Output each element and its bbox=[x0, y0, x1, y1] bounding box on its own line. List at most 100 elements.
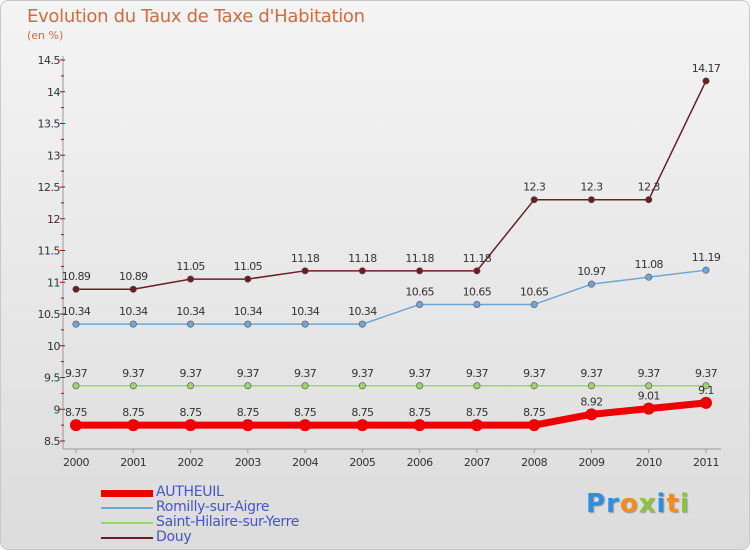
data-label-romilly-sur-aigre: 11.08 bbox=[634, 258, 663, 271]
data-point-douy bbox=[645, 196, 653, 204]
proxiti-logo: Proxiti bbox=[586, 489, 690, 519]
x-tick-label: 2009 bbox=[578, 456, 604, 469]
x-tick-label: 2003 bbox=[235, 456, 261, 469]
data-point-douy bbox=[702, 77, 710, 85]
x-tick-label: 2002 bbox=[178, 456, 204, 469]
data-label-romilly-sur-aigre: 10.65 bbox=[463, 285, 492, 298]
data-point-saint-hilaire-sur-yerre bbox=[416, 382, 424, 390]
y-tick-label: 11 bbox=[47, 276, 60, 289]
data-point-romilly-sur-aigre bbox=[645, 273, 653, 281]
data-label-douy: 14.17 bbox=[692, 62, 721, 75]
data-point-douy bbox=[473, 267, 481, 275]
legend-swatch-douy bbox=[101, 537, 153, 539]
data-label-saint-hilaire-sur-yerre: 9.37 bbox=[523, 367, 546, 380]
logo-letter: i bbox=[656, 489, 667, 519]
data-label-autheuil: 8.75 bbox=[65, 406, 88, 419]
x-tick-label: 2004 bbox=[292, 456, 318, 469]
data-label-autheuil: 8.75 bbox=[237, 406, 260, 419]
legend-swatch-autheuil bbox=[101, 490, 153, 497]
data-point-saint-hilaire-sur-yerre bbox=[72, 382, 80, 390]
data-label-douy: 11.18 bbox=[463, 252, 492, 265]
data-point-romilly-sur-aigre bbox=[587, 280, 595, 288]
data-label-douy: 11.05 bbox=[176, 260, 205, 273]
data-point-saint-hilaire-sur-yerre bbox=[530, 382, 538, 390]
data-point-douy bbox=[129, 285, 137, 293]
data-point-douy bbox=[530, 196, 538, 204]
data-label-romilly-sur-aigre: 10.65 bbox=[520, 285, 549, 298]
data-point-saint-hilaire-sur-yerre bbox=[587, 382, 595, 390]
data-label-saint-hilaire-sur-yerre: 9.37 bbox=[179, 367, 202, 380]
chart-title: Evolution du Taux de Taxe d'Habitation bbox=[27, 6, 365, 27]
data-label-douy: 10.89 bbox=[119, 270, 148, 283]
y-tick-label: 11.5 bbox=[38, 245, 61, 258]
data-label-autheuil: 9.01 bbox=[638, 390, 660, 403]
data-label-douy: 11.18 bbox=[348, 252, 377, 265]
data-label-saint-hilaire-sur-yerre: 9.37 bbox=[695, 367, 718, 380]
logo-letter: r bbox=[606, 489, 620, 519]
y-tick-label: 14.5 bbox=[38, 54, 61, 67]
legend-label-romilly-sur-aigre: Romilly-sur-Aigre bbox=[156, 499, 270, 515]
data-point-romilly-sur-aigre bbox=[301, 320, 309, 328]
data-label-saint-hilaire-sur-yerre: 9.37 bbox=[65, 367, 88, 380]
x-tick-label: 2011 bbox=[693, 456, 719, 469]
data-point-autheuil bbox=[299, 419, 312, 432]
y-tick-label: 10 bbox=[47, 340, 60, 353]
x-tick-label: 2010 bbox=[636, 456, 662, 469]
data-label-autheuil: 9.1 bbox=[698, 384, 714, 397]
logo-letter: o bbox=[619, 489, 639, 519]
data-label-autheuil: 8.75 bbox=[179, 406, 202, 419]
legend-label-saint-hilaire-sur-yerre: Saint-Hilaire-sur-Yerre bbox=[156, 514, 300, 530]
y-tick-label: 13.5 bbox=[38, 118, 61, 131]
data-point-saint-hilaire-sur-yerre bbox=[358, 382, 366, 390]
data-label-autheuil: 8.75 bbox=[409, 406, 432, 419]
data-label-douy: 12.3 bbox=[580, 181, 603, 194]
data-point-douy bbox=[244, 275, 252, 283]
data-label-romilly-sur-aigre: 11.19 bbox=[692, 251, 721, 264]
data-label-saint-hilaire-sur-yerre: 9.37 bbox=[237, 367, 260, 380]
data-point-saint-hilaire-sur-yerre bbox=[473, 382, 481, 390]
data-label-saint-hilaire-sur-yerre: 9.37 bbox=[580, 367, 603, 380]
y-tick-label: 8.5 bbox=[44, 435, 60, 448]
data-point-autheuil bbox=[356, 419, 369, 432]
data-point-romilly-sur-aigre bbox=[473, 300, 481, 308]
data-point-saint-hilaire-sur-yerre bbox=[645, 382, 653, 390]
data-point-douy bbox=[187, 275, 195, 283]
data-point-romilly-sur-aigre bbox=[702, 266, 710, 274]
data-point-romilly-sur-aigre bbox=[416, 300, 424, 308]
legend-label-autheuil: AUTHEUIL bbox=[156, 484, 224, 500]
series-line-romilly-sur-aigre bbox=[75, 269, 707, 325]
data-point-romilly-sur-aigre bbox=[129, 320, 137, 328]
data-point-autheuil bbox=[470, 419, 483, 432]
data-point-autheuil bbox=[241, 419, 254, 432]
data-label-douy: 12.3 bbox=[523, 181, 546, 194]
data-label-romilly-sur-aigre: 10.34 bbox=[119, 305, 148, 318]
data-label-saint-hilaire-sur-yerre: 9.37 bbox=[351, 367, 374, 380]
data-point-saint-hilaire-sur-yerre bbox=[702, 382, 710, 390]
logo-letter: x bbox=[638, 489, 657, 519]
data-label-douy: 12.3 bbox=[638, 181, 661, 194]
legend-swatch-romilly-sur-aigre bbox=[101, 507, 153, 509]
data-label-autheuil: 8.92 bbox=[580, 395, 602, 408]
data-point-romilly-sur-aigre bbox=[530, 300, 538, 308]
data-point-douy bbox=[301, 267, 309, 275]
y-tick-label: 10.5 bbox=[38, 308, 61, 321]
data-label-douy: 10.89 bbox=[62, 270, 91, 283]
data-point-saint-hilaire-sur-yerre bbox=[244, 382, 252, 390]
data-point-autheuil bbox=[528, 419, 541, 432]
data-label-autheuil: 8.75 bbox=[122, 406, 145, 419]
x-tick-label: 2008 bbox=[521, 456, 547, 469]
data-point-romilly-sur-aigre bbox=[244, 320, 252, 328]
data-point-douy bbox=[587, 196, 595, 204]
data-label-autheuil: 8.75 bbox=[466, 406, 489, 419]
data-point-autheuil bbox=[585, 408, 598, 421]
data-label-saint-hilaire-sur-yerre: 9.37 bbox=[122, 367, 145, 380]
logo-letter: P bbox=[586, 489, 607, 519]
legend-label-douy: Douy bbox=[156, 529, 192, 545]
data-label-romilly-sur-aigre: 10.34 bbox=[234, 305, 263, 318]
data-point-autheuil bbox=[70, 419, 82, 432]
y-tick-label: 9.5 bbox=[44, 372, 60, 385]
data-point-romilly-sur-aigre bbox=[358, 320, 366, 328]
data-label-douy: 11.18 bbox=[405, 252, 434, 265]
x-tick-label: 2007 bbox=[464, 456, 490, 469]
data-point-autheuil bbox=[700, 396, 712, 409]
